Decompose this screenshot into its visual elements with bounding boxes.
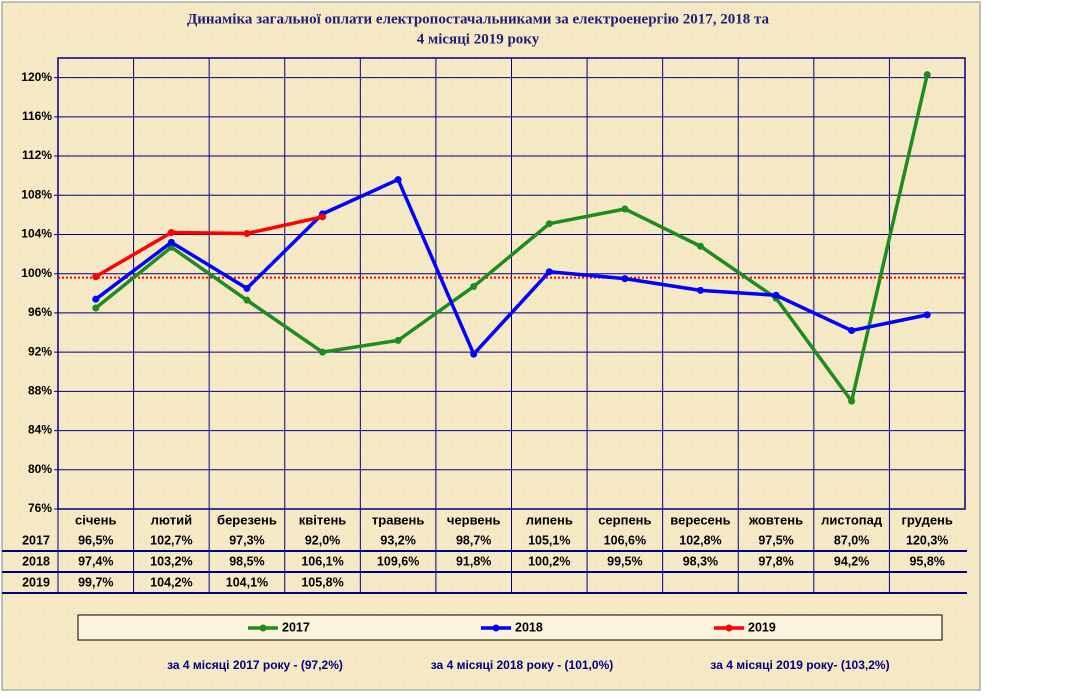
table-cell: 91,8% [456,554,491,568]
table-cell: 120,3% [906,533,948,547]
data-point [319,213,327,221]
legend-marker [492,624,500,632]
table-cell: 94,2% [834,554,869,568]
table-cell: 106,1% [301,554,343,568]
x-tick-label: вересень [670,512,730,527]
series-line [94,177,928,356]
table-cell: 105,1% [528,533,570,547]
x-tick-label: грудень [901,512,952,527]
table-cell: 100,2% [528,554,570,568]
series-line [94,74,929,403]
y-tick-label: 112% [22,148,52,162]
x-tick-label: червень [447,512,501,527]
table-cell: 106,6% [604,533,646,547]
chart-title: 4 місяці 2019 року [417,31,540,47]
data-point [696,286,704,294]
data-point [923,311,931,319]
table-cell: 98,5% [229,554,264,568]
table-cell: 97,3% [229,533,264,547]
data-point [470,282,478,290]
table-cell: 98,7% [456,533,491,547]
table-cell: 93,2% [380,533,415,547]
table-cell: 104,2% [150,575,192,589]
data-point [243,229,251,237]
data-point [167,229,175,237]
data-point [848,397,856,405]
y-tick-label: 120% [21,70,52,84]
x-tick-label: липень [526,512,573,527]
x-tick-label: лютий [151,512,192,527]
legend-marker [725,624,733,632]
footnote: за 4 місяці 2017 року - (97,2%) [167,658,343,672]
data-point [319,348,327,356]
data-point [545,268,553,276]
x-tick-label: квітень [299,512,347,527]
data-point [243,296,251,304]
legend-label: 2017 [282,620,310,634]
data-point [621,205,629,213]
y-tick-label: 116% [22,109,52,123]
legend-marker [259,624,267,632]
table-cell: 95,8% [909,554,944,568]
data-point [167,238,175,246]
legend-label: 2018 [515,620,543,634]
y-tick-label: 96% [28,305,52,319]
table-cell: 109,6% [377,554,419,568]
x-tick-label: травень [372,512,424,527]
data-point [394,336,402,344]
table-cell: 97,4% [78,554,113,568]
chart-title: Динаміка загальної оплати електропостача… [187,11,770,27]
table-cell: 102,7% [150,533,192,547]
table-cell: 105,8% [301,575,343,589]
table-cell: 97,5% [758,533,793,547]
table-cell: 97,8% [758,554,793,568]
y-tick-label: 108% [21,187,52,201]
x-tick-label: листопад [821,512,883,527]
x-tick-label: серпень [598,512,651,527]
table-cell: 99,7% [78,575,113,589]
y-tick-label: 76% [28,501,52,515]
data-point [696,242,704,250]
data-point [772,291,780,299]
table-row-label: 2018 [22,554,50,568]
y-tick-label: 100% [21,266,52,280]
y-tick-label: 92% [28,344,52,358]
table-cell: 104,1% [226,575,268,589]
y-tick-label: 84% [28,423,52,437]
y-tick-label: 80% [28,462,52,476]
data-point [243,284,251,292]
x-tick-label: жовтень [748,512,803,527]
data-point [923,71,931,79]
table-cell: 103,2% [150,554,192,568]
y-tick-label: 88% [28,384,52,398]
data-point [92,295,100,303]
data-point [621,275,629,283]
table-cell: 92,0% [305,533,340,547]
table-cell: 96,5% [78,533,113,547]
table-row-label: 2017 [22,533,50,547]
table-cell: 87,0% [834,533,869,547]
footnote: за 4 місяці 2018 року - (101,0%) [431,658,613,672]
legend-label: 2019 [748,620,776,634]
data-point [848,327,856,335]
series-line [94,215,323,279]
y-tick-label: 104% [21,227,52,241]
footnote: за 4 місяці 2019 року- (103,2%) [710,658,889,672]
data-point [92,304,100,312]
data-point [394,176,402,184]
x-tick-label: березень [217,512,277,527]
data-point [470,350,478,358]
table-cell: 98,3% [683,554,718,568]
table-cell: 102,8% [679,533,721,547]
data-point [92,273,100,281]
table-cell: 99,5% [607,554,642,568]
data-point [545,220,553,228]
table-row-label: 2019 [22,575,50,589]
chart-background [1,1,981,691]
x-tick-label: січень [75,512,116,527]
